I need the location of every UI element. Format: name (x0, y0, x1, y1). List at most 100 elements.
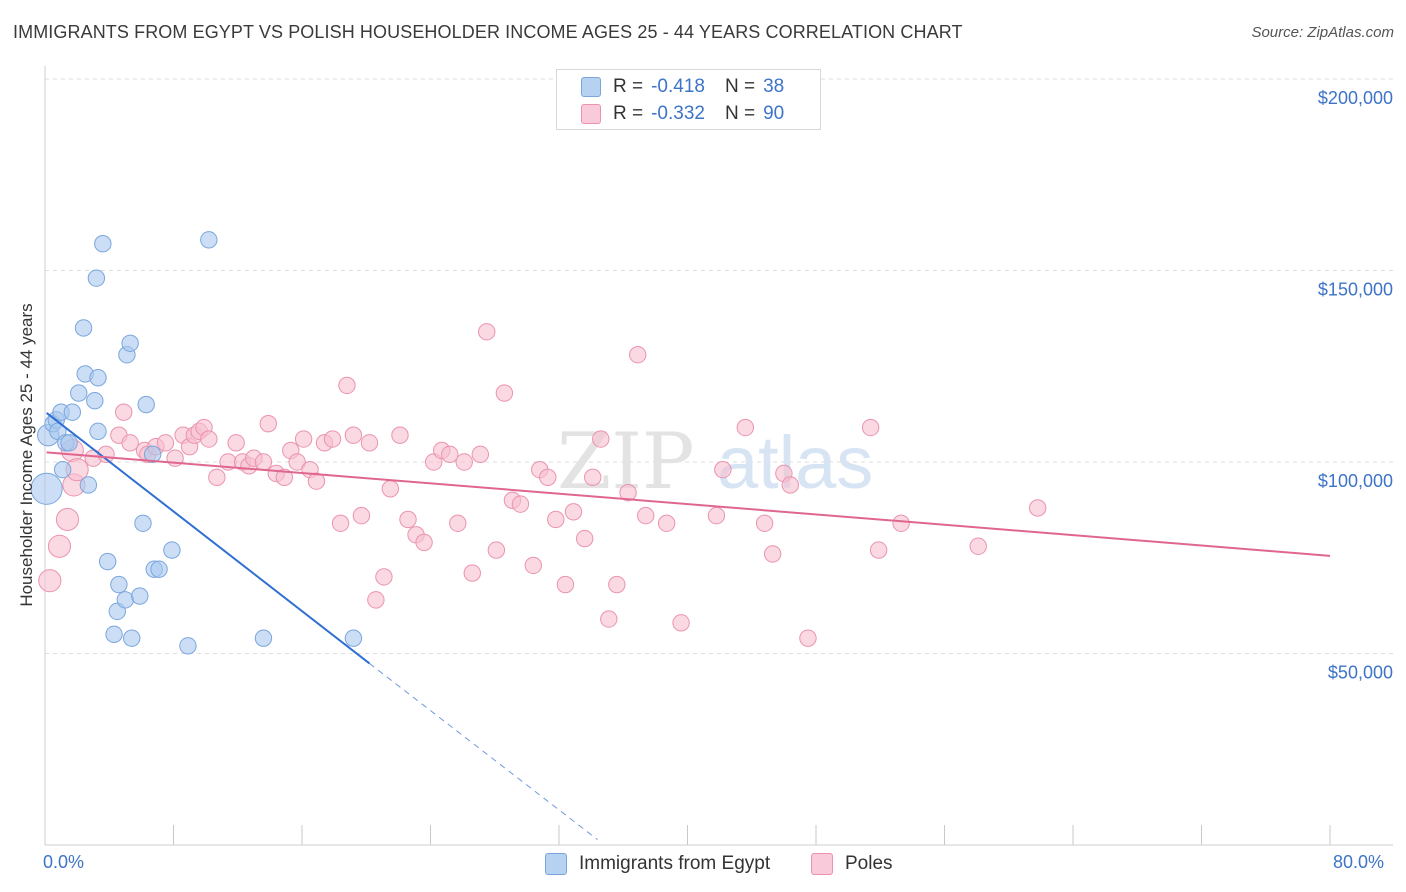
legend-n-value: 38 (763, 76, 785, 97)
poles-point (547, 510, 565, 529)
bottom-legend-swatch-egypt (545, 853, 567, 875)
poles-point (375, 568, 393, 586)
poles-point (524, 556, 542, 575)
egypt-point (60, 434, 78, 452)
poles-point (707, 506, 726, 525)
poles-point (323, 430, 342, 448)
x-tick-max: 80.0% (1333, 852, 1385, 872)
egypt-trend-extension (369, 663, 598, 841)
egypt-point (94, 234, 112, 253)
poles-point (415, 533, 433, 552)
y-axis-label: Householder Income Ages 25 - 44 years (17, 303, 36, 607)
legend-r-label: R = (613, 103, 644, 124)
poles-point (367, 591, 385, 609)
poles-point (637, 506, 655, 525)
legend-n-label: N = (724, 76, 756, 97)
legend-r-value: -0.332 (651, 103, 705, 124)
egypt-point (163, 541, 181, 559)
egypt-point (86, 392, 104, 410)
egypt-point (143, 445, 162, 464)
y-tick-labels: $50,000 $100,000 $150,000 $200,000 (1318, 88, 1393, 683)
y-tick-label: $200,000 (1318, 88, 1393, 108)
egypt-point (254, 629, 273, 647)
poles-point (861, 418, 880, 437)
poles-trend-line (46, 451, 1331, 557)
egypt-point (30, 472, 63, 505)
poles-point (307, 472, 326, 490)
poles-point (47, 534, 72, 558)
poles-point (600, 610, 618, 628)
legend-n-label: N = (724, 103, 756, 124)
correlation-legend: R = -0.418 N = 38 R = -0.332 N = 90 (556, 69, 821, 130)
poles-point (755, 514, 774, 532)
egypt-point (105, 625, 123, 644)
trend-lines (45, 412, 1331, 841)
poles-point (629, 346, 647, 364)
poles-point (576, 529, 594, 548)
poles-point (391, 426, 409, 444)
poles-point (360, 434, 379, 452)
poles-point (55, 507, 80, 532)
poles-point (471, 445, 489, 464)
egypt-point (89, 422, 107, 441)
poles-point (714, 460, 732, 479)
poles-point (275, 468, 294, 487)
watermark: ZIP atlas (557, 417, 873, 507)
egypt-point (131, 587, 149, 605)
egypt-point (87, 269, 106, 287)
poles-point (208, 468, 226, 487)
poles-point (331, 514, 350, 532)
egypt-point (89, 369, 107, 387)
egypt-point (200, 231, 218, 249)
poles-point (338, 376, 356, 395)
poles-point (564, 503, 583, 521)
bottom-legend-swatch-poles (811, 853, 833, 875)
poles-point (344, 426, 363, 444)
poles-point (763, 545, 782, 563)
poles-point (399, 510, 417, 529)
x-tick-min: 0.0% (43, 852, 85, 872)
poles-point (869, 541, 888, 559)
poles-point (381, 480, 400, 498)
egypt-point (110, 575, 128, 594)
egypt-point (79, 476, 98, 494)
bottom-legend-label-egypt: Immigrants from Egypt (579, 853, 771, 874)
legend-swatch-egypt (581, 77, 601, 97)
poles-point (539, 468, 557, 487)
poles-point (799, 629, 817, 647)
poles-point (608, 575, 626, 594)
poles-point (259, 415, 277, 433)
poles-point (455, 453, 473, 471)
poles-point (511, 495, 530, 513)
poles-point (495, 384, 514, 402)
poles-point (156, 434, 175, 452)
poles-point (352, 506, 371, 525)
poles-point (736, 418, 755, 437)
source-label: Source: ZipAtlas.com (1251, 24, 1394, 41)
egypt-point (137, 395, 155, 414)
chart-title: IMMIGRANTS FROM EGYPT VS POLISH HOUSEHOL… (13, 22, 963, 42)
poles-point (478, 323, 496, 341)
poles-point (657, 514, 676, 532)
poles-point (781, 476, 799, 494)
poles-point (592, 430, 610, 448)
gridlines (45, 78, 1393, 654)
egypt-point (150, 560, 168, 578)
axes (44, 66, 1393, 846)
egypt-point (179, 637, 197, 655)
poles-point (288, 453, 306, 471)
poles-point (449, 514, 467, 532)
egypt-point (116, 591, 135, 609)
legend-r-label: R = (613, 76, 644, 97)
poles-points (38, 323, 1047, 647)
poles-point (487, 541, 506, 559)
poles-point (227, 434, 245, 452)
poles-point (441, 445, 459, 464)
egypt-point (121, 334, 139, 352)
egypt-point (63, 403, 82, 421)
bottom-legend-egypt: Immigrants from Egypt (545, 851, 770, 877)
y-tick-label: $150,000 (1318, 280, 1393, 300)
poles-point (969, 537, 987, 555)
legend-n-value: 90 (763, 103, 785, 124)
